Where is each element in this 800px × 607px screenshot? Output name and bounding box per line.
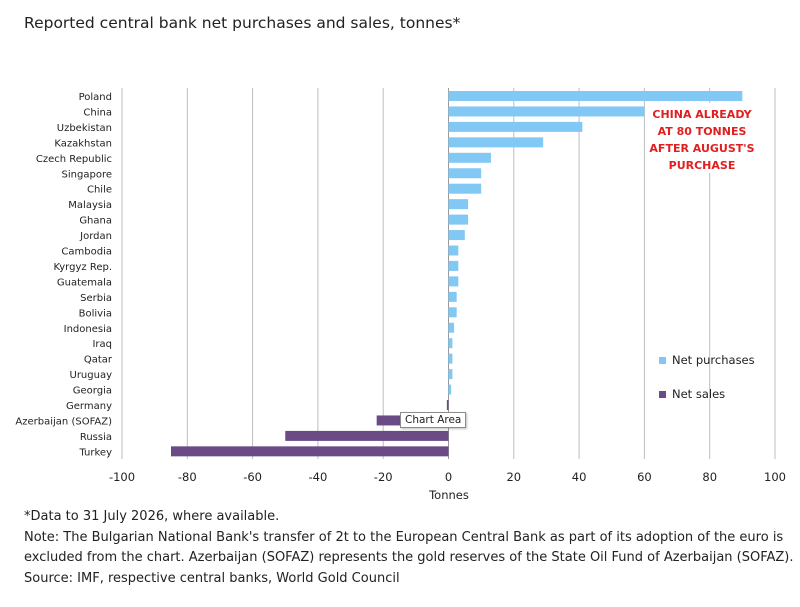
bar-chart[interactable]: Poland China Uzbekistan Kazakhstan Czech Rep… [0, 0, 800, 500]
bar[interactable] [448, 307, 457, 318]
category-label: Indonesia [64, 324, 112, 335]
category-label: Uruguay [70, 370, 113, 381]
legend: Net purchases Net sales [659, 353, 755, 401]
bar[interactable] [448, 152, 491, 163]
category-label: Qatar [84, 355, 113, 366]
bar[interactable] [170, 446, 449, 457]
category-label: Uzbekistan [57, 123, 112, 134]
bar[interactable] [448, 338, 453, 349]
annotation-box [646, 103, 758, 173]
category-label: Singapore [62, 169, 112, 180]
bar[interactable] [448, 137, 544, 148]
legend-swatch [659, 391, 666, 398]
bar[interactable] [448, 353, 453, 364]
bar[interactable] [448, 384, 452, 395]
chart-area-tooltip: Chart Area [400, 412, 467, 428]
bar[interactable] [448, 230, 465, 241]
category-label: Kazakhstan [54, 138, 112, 149]
category-label: Jordan [79, 231, 112, 242]
category-labels: Poland China Uzbekistan Kazakhstan Czech Rep… [15, 92, 112, 458]
x-tick-label: 20 [506, 470, 521, 484]
asterisk-note: *Data to 31 July 2026, where available. [24, 509, 280, 524]
bar[interactable] [448, 291, 457, 302]
category-label: Iraq [92, 339, 112, 350]
annotation-line: AT 80 TONNES [658, 125, 747, 138]
bar[interactable] [448, 121, 583, 132]
annotation-line: AFTER AUGUST'S [649, 142, 754, 155]
category-label: Germany [66, 401, 112, 412]
x-tick-label: -40 [309, 470, 328, 484]
bar[interactable] [448, 106, 645, 117]
bar[interactable] [285, 430, 449, 441]
category-label: Czech Republic [36, 154, 112, 165]
category-label: Ghana [79, 216, 112, 227]
bar[interactable] [448, 168, 482, 179]
x-tick-label: -80 [178, 470, 197, 484]
category-label: Poland [79, 92, 112, 103]
bar[interactable] [448, 245, 459, 256]
category-label: Chile [87, 185, 112, 196]
footnotes: *Data to 31 July 2026, where available. … [24, 507, 794, 589]
category-label: Guatemala [57, 277, 112, 288]
bar[interactable] [448, 260, 459, 271]
chart-title: Reported central bank net purchases and … [24, 14, 461, 32]
category-label: Malaysia [68, 200, 112, 211]
bar[interactable] [448, 91, 743, 101]
note-line-2: excluded from the chart. Azerbaijan (SOF… [24, 550, 794, 565]
bars [170, 91, 743, 457]
category-label: Cambodia [61, 247, 112, 258]
x-tick-label: 80 [702, 470, 717, 484]
category-label: China [83, 107, 112, 118]
bar[interactable] [448, 276, 459, 287]
category-label: Georgia [73, 386, 112, 397]
bar[interactable] [448, 322, 455, 333]
category-label: Serbia [80, 293, 112, 304]
x-tick-label: 60 [637, 470, 652, 484]
annotation-line: PURCHASE [669, 159, 736, 172]
legend-swatch [659, 357, 666, 364]
x-tick-label: 0 [445, 470, 452, 484]
legend-label: Net sales [672, 387, 725, 401]
category-label: Bolivia [79, 308, 112, 319]
x-tick-labels: -100 -80 -60 -40 -20 0 20 40 60 80 100 [109, 470, 786, 484]
category-label: Azerbaijan (SOFAZ) [15, 416, 112, 427]
bar[interactable] [448, 183, 482, 194]
x-tick-label: 40 [572, 470, 587, 484]
x-tick-label: -100 [109, 470, 135, 484]
x-axis-label: Tonnes [428, 488, 469, 500]
annotation: CHINA ALREADY AT 80 TONNES AFTER AUGUST'S P… [646, 103, 758, 173]
bar[interactable] [448, 369, 453, 380]
x-tick-label: -20 [374, 470, 393, 484]
annotation-line: CHINA ALREADY [652, 108, 752, 121]
category-label: Turkey [78, 447, 112, 458]
x-tick-label: -60 [243, 470, 262, 484]
bar[interactable] [446, 400, 449, 410]
note-line-1: Note: The Bulgarian National Bank's tran… [24, 529, 784, 545]
bar[interactable] [448, 214, 469, 225]
category-label: Russia [80, 432, 112, 443]
category-label: Kyrgyz Rep. [53, 262, 112, 273]
source-note: Source: IMF, respective central banks, W… [24, 570, 400, 586]
bar[interactable] [448, 199, 469, 210]
legend-label: Net purchases [672, 353, 755, 367]
x-tick-label: 100 [764, 470, 786, 484]
